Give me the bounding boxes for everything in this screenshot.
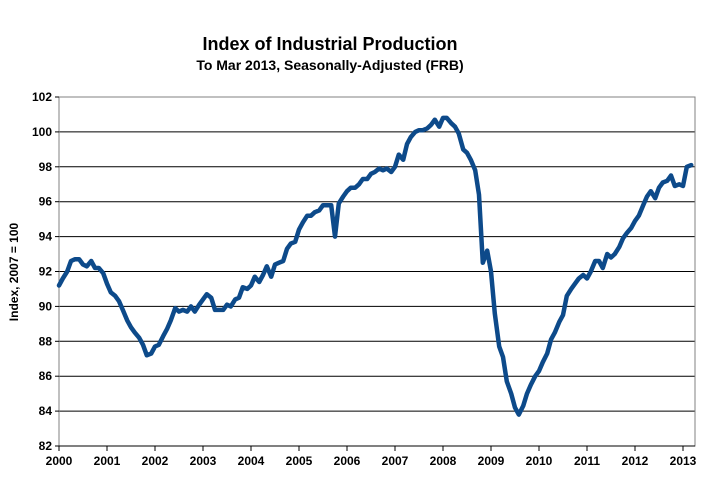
x-tick-label: 2007 bbox=[382, 454, 409, 468]
y-tick-label: 92 bbox=[39, 265, 53, 279]
y-tick-label: 94 bbox=[39, 230, 53, 244]
x-tick-label: 2010 bbox=[526, 454, 553, 468]
series-line-industrial-production bbox=[56, 115, 694, 417]
y-tick-label: 102 bbox=[32, 90, 52, 104]
y-tick-label: 96 bbox=[39, 195, 53, 209]
y-tick-label: 86 bbox=[39, 369, 53, 383]
x-tick-label: 2002 bbox=[142, 454, 169, 468]
y-tick-label: 88 bbox=[39, 334, 53, 348]
y-tick-label: 98 bbox=[39, 160, 53, 174]
y-tick-label: 82 bbox=[39, 439, 53, 453]
x-tick-label: 2005 bbox=[286, 454, 313, 468]
x-tick-label: 2013 bbox=[670, 454, 697, 468]
x-tick-label: 2006 bbox=[334, 454, 361, 468]
x-tick-label: 2000 bbox=[46, 454, 73, 468]
chart-subtitle: To Mar 2013, Seasonally-Adjusted (FRB) bbox=[196, 57, 463, 73]
x-tick-label: 2012 bbox=[622, 454, 649, 468]
y-tick-label: 84 bbox=[39, 404, 53, 418]
chart-title: Index of Industrial Production bbox=[202, 34, 457, 54]
gridlines bbox=[59, 96, 695, 412]
y-axis: 82 84 86 88 90 92 94 96 98 100 102 bbox=[32, 90, 59, 453]
x-tick-label: 2003 bbox=[190, 454, 217, 468]
x-axis: 2000 2001 2002 2003 2004 2005 2006 2007 2008 2009… bbox=[46, 445, 697, 468]
y-tick-label: 90 bbox=[39, 299, 53, 313]
x-tick-label: 2009 bbox=[478, 454, 505, 468]
y-tick-label: 100 bbox=[32, 125, 52, 139]
x-tick-label: 2004 bbox=[238, 454, 265, 468]
y-axis-title: Index, 2007 = 100 bbox=[7, 222, 21, 321]
x-tick-label: 2008 bbox=[430, 454, 457, 468]
x-tick-label: 2001 bbox=[94, 454, 121, 468]
x-tick-label: 2011 bbox=[574, 454, 600, 468]
